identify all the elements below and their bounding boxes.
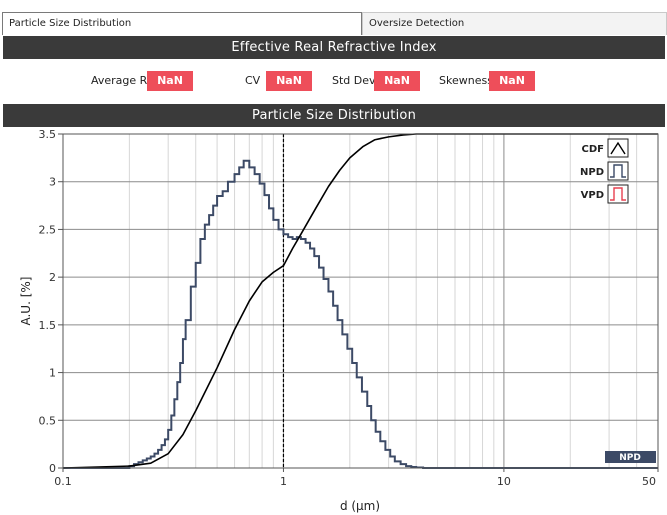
cv-label: CV	[245, 74, 261, 87]
plot-area	[63, 134, 658, 468]
x-tick-label-2: 10	[497, 475, 511, 488]
vpd-icon	[610, 187, 626, 201]
y-tick-label-0: 0	[49, 462, 56, 475]
y-tick-label-1: 0.5	[39, 414, 57, 427]
x-axis-label: d (µm)	[340, 499, 380, 513]
legend-toggle-npd[interactable]	[607, 161, 629, 181]
psd-chart: 0 0.5 1 1.5 2 2.5 3 3.5 0.1 1 10 50 d (µm) A.U. [%…	[19, 128, 659, 513]
legend-toggle-cdf[interactable]	[607, 138, 629, 158]
y-tick-label-7: 3.5	[39, 128, 57, 141]
psd-header: Particle Size Distribution	[3, 104, 665, 127]
refractive-index-stats: Average RI NaN CV NaN Std Dev NaN Skewne…	[3, 59, 665, 104]
y-tick-label-5: 2.5	[39, 223, 57, 236]
series-line-npd	[63, 159, 658, 469]
y-axis-label: A.U. [%]	[19, 277, 33, 326]
average-ri-label: Average RI	[91, 74, 151, 87]
std-dev-value-badge: NaN	[374, 71, 420, 91]
npd-mode-badge[interactable]: NPD	[605, 451, 656, 463]
legend-label-vpd: VPD	[581, 190, 604, 201]
cv-value-badge: NaN	[266, 71, 312, 91]
average-ri-value-badge: NaN	[147, 71, 193, 91]
y-tick-label-6: 3	[49, 176, 56, 189]
skewness-value-badge: NaN	[489, 71, 535, 91]
npd-icon	[610, 164, 626, 178]
refractive-index-header: Effective Real Refractive Index	[3, 36, 665, 59]
tab-particle-size-distribution[interactable]: Particle Size Distribution	[2, 12, 362, 35]
legend-toggle-vpd[interactable]	[607, 184, 629, 204]
y-tick-label-3: 1.5	[39, 319, 57, 332]
tab-oversize-detection[interactable]: Oversize Detection	[362, 12, 667, 35]
y-tick-label-4: 2	[49, 271, 56, 284]
plot-frame	[62, 133, 659, 469]
std-dev-label: Std Dev	[332, 74, 376, 87]
x-axis-ticks: 0.1 1 10 50	[54, 468, 659, 488]
minor-gridlines	[128, 134, 659, 468]
cdf-icon	[610, 141, 626, 155]
y-axis-ticks: 0 0.5 1 1.5 2 2.5 3 3.5	[39, 128, 63, 475]
tab-bar: Particle Size Distribution Oversize Dete…	[0, 12, 667, 35]
x-tick-label-0: 0.1	[54, 475, 72, 488]
legend: CDF NPD VPD	[580, 138, 629, 204]
skewness-label: Skewness	[439, 74, 493, 87]
npd-mode-badge-text: NPD	[619, 453, 641, 463]
x-tick-label-1: 1	[280, 475, 287, 488]
npd-mode-badge-bg	[605, 451, 656, 463]
legend-label-npd: NPD	[580, 167, 604, 178]
legend-label-cdf: CDF	[582, 144, 604, 155]
y-tick-label-2: 1	[49, 367, 56, 380]
x-tick-label-3: 50	[642, 475, 656, 488]
